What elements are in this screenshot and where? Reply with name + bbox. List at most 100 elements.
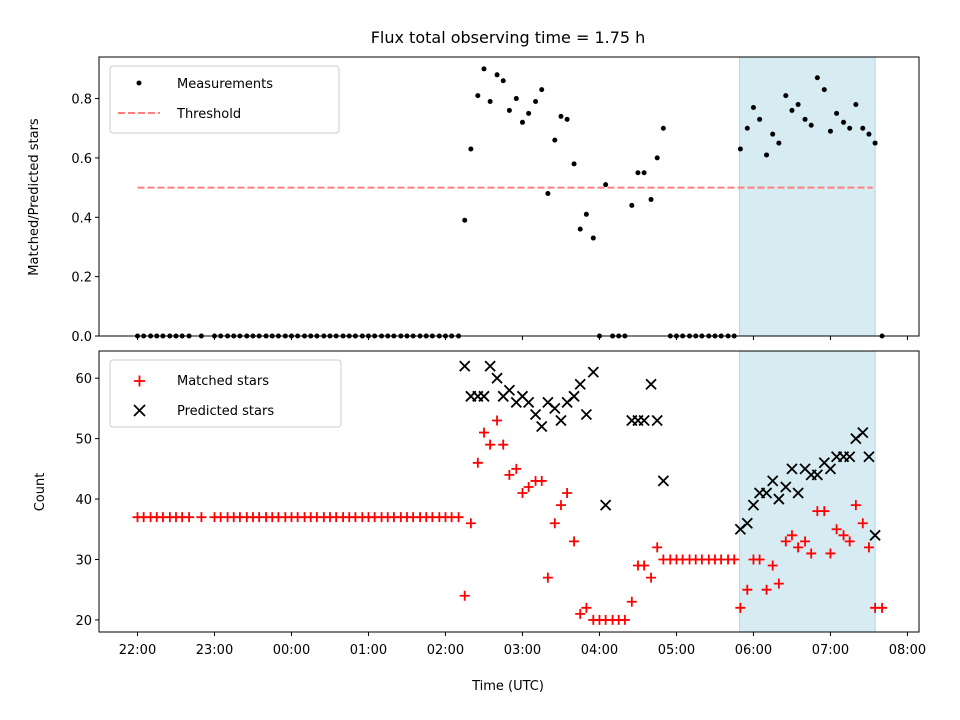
predicted-star-point — [529, 408, 542, 421]
measurement-point — [462, 217, 468, 223]
matched-star-point — [646, 572, 657, 583]
matched-star-point — [767, 560, 778, 571]
measurement-point — [764, 152, 770, 158]
measurement-point — [866, 131, 872, 137]
measurement-point — [526, 110, 532, 116]
matched-star-point — [555, 500, 566, 511]
xtick-label: 02:00 — [427, 643, 464, 658]
measurement-point — [545, 191, 551, 197]
bottom-legend: Matched stars Predicted stars — [109, 359, 342, 428]
xtick-label: 07:00 — [812, 643, 849, 658]
predicted-star-point — [638, 414, 650, 427]
legend-measurements-label: Measurements — [177, 77, 273, 92]
top-observing-window — [739, 56, 876, 337]
measurement-point — [750, 104, 756, 110]
xtick-label: 00:00 — [273, 643, 310, 658]
predicted-star-point — [824, 463, 837, 475]
top-ytick-label: 0.6 — [71, 152, 92, 167]
matched-star-point — [478, 427, 489, 438]
matched-star-point — [492, 415, 503, 426]
matched-star-point — [626, 596, 637, 607]
measurement-point — [494, 72, 500, 78]
xtick-label: 05:00 — [658, 643, 695, 658]
bottom-panel-frame — [98, 350, 920, 633]
matched-star-point — [844, 536, 855, 547]
measurement-point — [821, 87, 827, 93]
measurement-point — [558, 113, 564, 119]
predicted-star-point — [657, 475, 670, 487]
measurement-point — [552, 137, 558, 143]
xtick-label: 08:00 — [889, 643, 926, 658]
bottom-panel: 20 30 40 50 60 22:00 23:00 00:00 01:00 02:00 03:0… — [33, 350, 926, 694]
predicted-star-point — [869, 529, 881, 541]
xtick-label: 03:00 — [504, 643, 541, 658]
measurement-point — [841, 119, 847, 125]
predicted-star-point — [792, 487, 804, 499]
top-legend: Measurements Threshold — [109, 65, 340, 134]
matched-star-point — [581, 602, 592, 613]
bot-ytick-label: 30 — [75, 553, 92, 568]
predicted-star-point — [747, 499, 760, 511]
top-ytick-label: 0.0 — [71, 330, 92, 345]
matched-star-point — [549, 518, 560, 529]
measurement-point — [654, 155, 660, 161]
predicted-star-point — [760, 487, 773, 499]
matched-star-point — [459, 590, 470, 601]
matched-star-point — [800, 536, 811, 547]
matched-star-point — [729, 554, 740, 565]
measurement-point — [789, 107, 795, 113]
matched-star-point — [639, 560, 650, 571]
matched-star-point — [773, 578, 784, 589]
predicted-star-point — [549, 402, 561, 415]
predicted-star-point — [741, 517, 753, 529]
measurement-point — [776, 140, 782, 146]
measurement-point — [564, 116, 570, 122]
predicted-star-point — [580, 408, 593, 421]
bot-ytick-label: 50 — [75, 433, 92, 448]
predicted-star-point — [599, 499, 612, 511]
matched-star-point — [575, 608, 586, 619]
predicted-star-point — [844, 451, 856, 463]
xtick-label: 06:00 — [735, 643, 772, 658]
measurement-point — [860, 125, 866, 131]
matched-star-point — [498, 439, 509, 450]
measurement-point — [795, 101, 801, 107]
measurement-point — [500, 78, 506, 84]
chart-title: Flux total observing time = 1.75 h — [371, 28, 646, 47]
predicted-star-point — [786, 463, 798, 475]
matched-star-point — [652, 542, 663, 553]
matched-star-point — [485, 439, 496, 450]
measurement-point — [783, 93, 789, 99]
xtick-label: 23:00 — [196, 643, 233, 658]
bottom-ylabel: Count — [33, 473, 48, 512]
matched-star-point — [825, 548, 836, 559]
measurement-point — [808, 122, 814, 128]
measurement-point — [744, 125, 750, 131]
matched-star-point — [504, 469, 515, 480]
xtick-label: 22:00 — [119, 643, 156, 658]
bot-ytick-label: 40 — [75, 493, 92, 508]
measurement-point — [802, 116, 808, 122]
matched-star-point — [523, 481, 534, 492]
matched-star-point — [536, 475, 547, 486]
top-ytick-label: 0.2 — [71, 271, 92, 286]
bot-ytick-label: 60 — [75, 372, 92, 387]
bottom-legend-box — [109, 359, 342, 428]
measurement-point — [519, 119, 525, 125]
measurement-point — [648, 196, 654, 202]
predicted-star-point — [555, 414, 567, 427]
legend-matched-marker — [134, 375, 145, 387]
measurement-point — [847, 125, 853, 131]
measurement-point — [468, 146, 474, 152]
matched-star-point — [735, 602, 746, 613]
measurement-point — [571, 161, 577, 167]
legend-predicted-label: Predicted stars — [177, 404, 274, 419]
matched-star-point — [819, 506, 830, 517]
measurement-point — [590, 235, 596, 241]
measurement-point — [853, 101, 859, 107]
matched-star-point — [780, 536, 791, 547]
matched-star-point — [465, 518, 476, 529]
legend-threshold-label: Threshold — [176, 107, 241, 122]
top-ytick-label: 0.8 — [71, 93, 92, 108]
